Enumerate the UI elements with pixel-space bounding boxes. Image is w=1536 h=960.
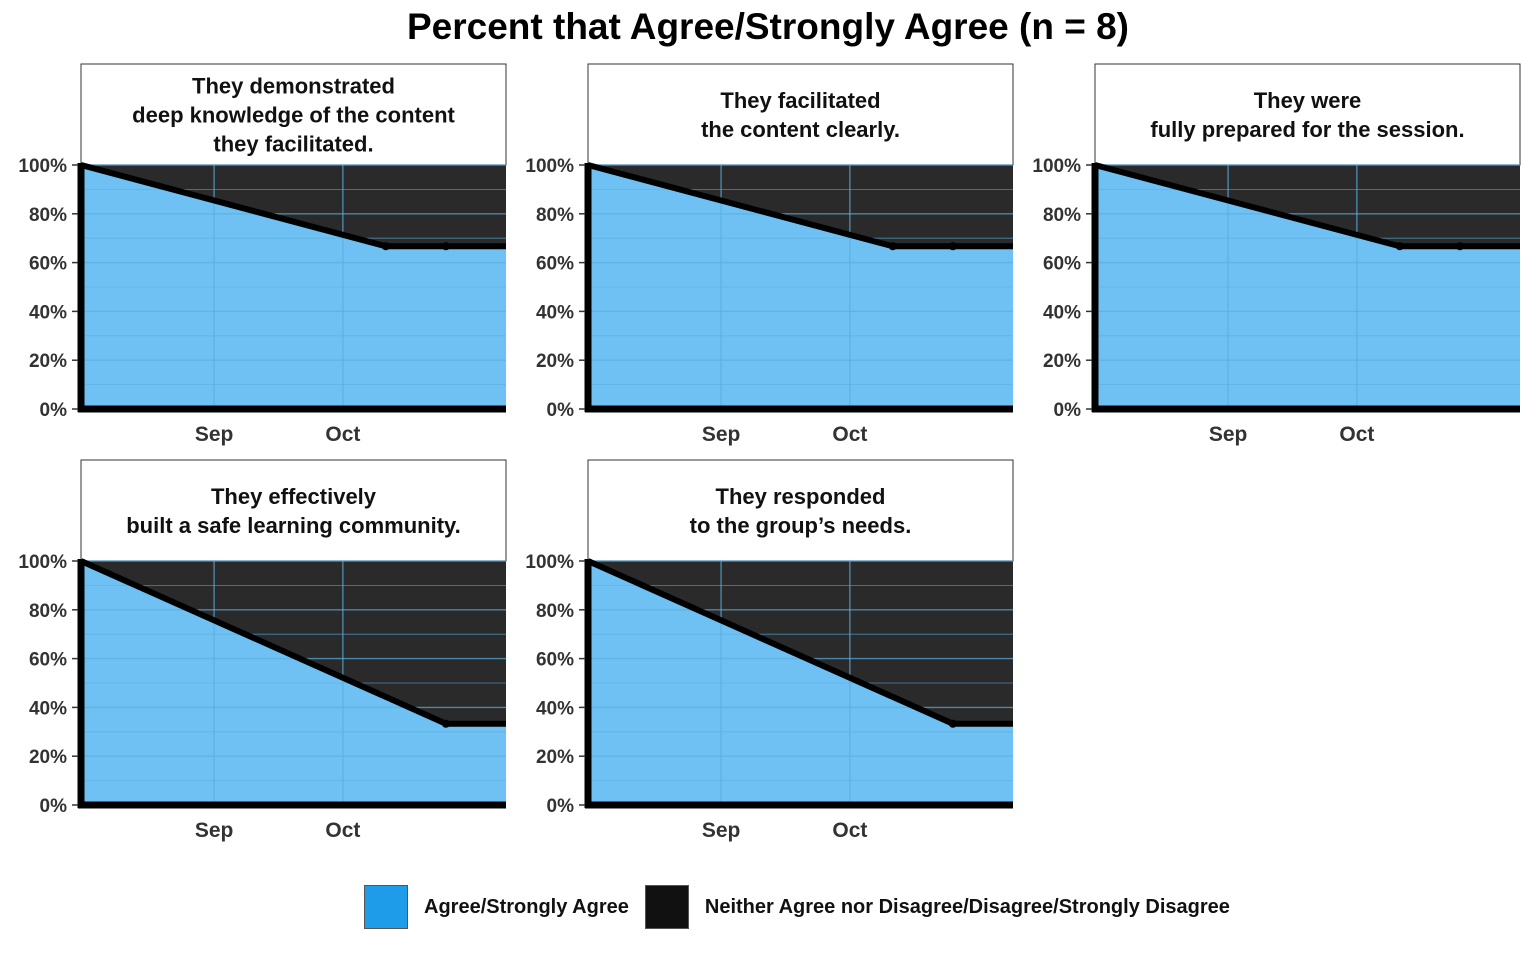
panel-5-xtick-label: Oct bbox=[832, 819, 867, 842]
panel-4-ytick-label: 40% bbox=[29, 698, 67, 719]
panel-5-title: They responded to the group’s needs. bbox=[690, 484, 912, 538]
panel-2-point bbox=[948, 242, 957, 251]
legend-label-neutral: Neither Agree nor Disagree/Disagree/Stro… bbox=[704, 895, 1230, 918]
panel-5-ytick-label: 20% bbox=[536, 747, 574, 768]
panel-1-ytick-label: 60% bbox=[29, 254, 67, 275]
panel-1-point bbox=[441, 242, 450, 251]
panel-3-xtick-label: Oct bbox=[1339, 423, 1374, 446]
chart-title: Percent that Agree/Strongly Agree (n = 8… bbox=[406, 6, 1129, 47]
panel-3-xtick-label: Sep bbox=[1209, 423, 1248, 446]
panel-5-point bbox=[948, 719, 957, 728]
panel-1-ytick-label: 20% bbox=[29, 351, 67, 372]
panel-5-ytick-label: 80% bbox=[536, 601, 574, 622]
panel-1-ytick-label: 80% bbox=[29, 205, 67, 226]
panel-5-ytick-label: 60% bbox=[536, 650, 574, 671]
panel-2-title: They facilitated the content clearly. bbox=[701, 88, 900, 142]
panel-2-ytick-label: 20% bbox=[536, 351, 574, 372]
panel-4-xtick-label: Sep bbox=[195, 819, 234, 842]
panel-1-series-line bbox=[80, 162, 506, 250]
panel-4-header bbox=[80, 459, 507, 562]
panel-4-ytick-label: 100% bbox=[18, 552, 67, 573]
panel-1-point bbox=[381, 242, 390, 251]
panel-5-ytick-label: 100% bbox=[525, 552, 574, 573]
panel-4-ytick-label: 60% bbox=[29, 650, 67, 671]
panel-3-ytick-label: 20% bbox=[1043, 351, 1081, 372]
panel-3-ytick-label: 0% bbox=[1054, 400, 1082, 421]
panel-2-ytick-label: 60% bbox=[536, 254, 574, 275]
panel-4-xtick-label: Oct bbox=[325, 819, 360, 842]
panel-2-point bbox=[888, 242, 897, 251]
panel-1-xtick-label: Oct bbox=[325, 423, 360, 446]
panel-1-header bbox=[80, 63, 507, 166]
panel-2-ytick-label: 40% bbox=[536, 302, 574, 323]
panel-2-header bbox=[587, 63, 1014, 166]
legend-swatch-neutral bbox=[644, 885, 689, 929]
panel-5-header bbox=[587, 459, 1014, 562]
panel-3-point bbox=[1455, 242, 1464, 251]
legend-swatch-agree bbox=[364, 885, 408, 929]
facet-charts: They demonstrated deep knowledge of the c… bbox=[18, 63, 1521, 842]
legend-label-agree: Agree/Strongly Agree bbox=[424, 895, 629, 918]
panel-2-series-line bbox=[587, 162, 1013, 250]
panel-4-ytick-label: 20% bbox=[29, 747, 67, 768]
panel-4-point bbox=[441, 719, 450, 728]
panel-4-ytick-label: 80% bbox=[29, 601, 67, 622]
panel-2-ytick-label: 100% bbox=[525, 156, 574, 177]
panel-3-point bbox=[1395, 242, 1404, 251]
panel-5-ytick-label: 0% bbox=[547, 796, 575, 817]
panel-5-ytick-label: 40% bbox=[536, 698, 574, 719]
panel-2-ytick-label: 80% bbox=[536, 205, 574, 226]
panel-3-series-line bbox=[1094, 162, 1520, 250]
panel-3-header bbox=[1094, 63, 1521, 166]
legend: Agree/Strongly Agree Neither Agree nor D… bbox=[364, 884, 1246, 930]
panel-3-ytick-label: 100% bbox=[1032, 156, 1081, 177]
panel-1-ytick-label: 40% bbox=[29, 302, 67, 323]
panel-1-ytick-label: 0% bbox=[40, 400, 68, 421]
panel-1-ytick-label: 100% bbox=[18, 156, 67, 177]
panel-5-xtick-label: Sep bbox=[702, 819, 741, 842]
panel-3-ytick-label: 60% bbox=[1043, 254, 1081, 275]
panel-4-title: They effectively built a safe learning co… bbox=[126, 484, 461, 538]
panel-2-xtick-label: Sep bbox=[702, 423, 741, 446]
panel-2-xtick-label: Oct bbox=[832, 423, 867, 446]
panel-3-ytick-label: 80% bbox=[1043, 205, 1081, 226]
panel-3-ytick-label: 40% bbox=[1043, 302, 1081, 323]
panel-4-ytick-label: 0% bbox=[40, 796, 68, 817]
panel-3-title: They were fully prepared for the session. bbox=[1150, 88, 1464, 142]
panel-1-xtick-label: Sep bbox=[195, 423, 234, 446]
panel-1-title: They demonstrated deep knowledge of the c… bbox=[132, 74, 455, 157]
panel-2-ytick-label: 0% bbox=[547, 400, 575, 421]
